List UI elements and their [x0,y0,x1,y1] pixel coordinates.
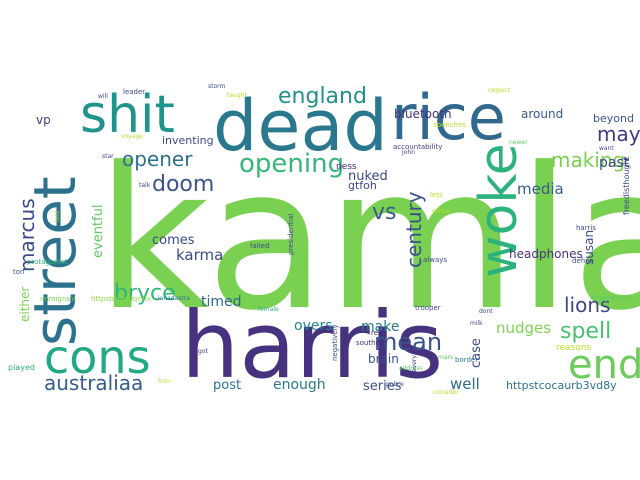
word-44: beyond [593,112,634,125]
word-11: doom [152,172,214,197]
word-55: rey [371,329,382,337]
word-43: bluetooth [394,107,452,121]
word-53: border [455,356,478,364]
word-18: mean [374,328,442,356]
word-12: opener [122,147,193,171]
word-56: trooper [415,304,441,312]
word-28: post [213,378,241,393]
word-58: played [8,363,35,372]
word-14: marcus [15,198,39,272]
word-52: reasons [556,343,591,353]
word-30: series [363,379,402,394]
word-71: john [401,149,415,156]
word-45: vp [36,113,51,127]
word-48: ness [336,162,357,172]
word-92: mars [438,354,453,361]
word-67: consider [433,389,459,396]
word-81: leader [123,88,145,96]
word-88: dont [479,308,493,315]
word-20: may [597,122,640,146]
word-38: susan [582,230,596,265]
word-32: media [517,180,564,198]
word-22: vs [372,200,396,225]
word-54: southern [356,339,387,347]
word-68: assignment [590,294,631,302]
word-74: crisis [432,207,450,215]
word-79: neglect [488,87,511,94]
word-41: either [18,287,32,322]
word-91: every [411,355,418,372]
word-51: immigrant [40,295,77,303]
word-65: ton [13,268,24,276]
word-0: kamla [96,126,640,354]
word-90: fcon [158,378,171,385]
word-40: eventful [91,205,106,258]
word-25: nuked [348,169,388,184]
word-2: dead [213,85,388,167]
word-83: star [102,153,114,160]
word-78: newer [509,139,528,146]
word-21: century [402,191,426,268]
word-94: voyage [121,133,143,140]
word-93: lord [54,210,61,222]
word-17: lions [564,293,610,317]
word-50: httpstcojkfdqriffx [91,295,151,303]
word-10: england [278,84,367,109]
word-49: httpstcocaurb3vd8y [506,379,617,392]
word-64: negatively [331,324,339,361]
word-85: will [98,93,108,100]
word-29: enough [273,377,326,393]
word-73: harris [576,224,596,232]
word-59: protagonist [27,258,67,266]
word-61: female [258,306,279,313]
word-69: accountability [393,143,442,151]
word-86: police [386,381,404,388]
word-60: ianadastra [158,295,190,302]
word-66: define [572,257,594,265]
word-8: end [568,342,640,388]
word-26: overs [294,318,333,334]
word-4: street [21,176,89,346]
word-36: nudges [496,319,551,337]
word-31: make [361,319,399,335]
word-15: australiaa [44,371,143,395]
word-76: always [423,256,447,264]
word-39: headphones [509,247,583,261]
word-1: harris [181,292,443,399]
word-35: brain [368,352,399,366]
word-16: spell [560,319,611,344]
word-87: got [198,348,208,355]
word-47: gtfoh [348,179,377,192]
word-24: comes [152,233,195,248]
word-57: address [399,365,423,372]
word-7: cons [44,330,151,384]
word-13: bryce [114,281,176,306]
word-46: inventing [162,134,214,147]
word-33: past [599,155,630,171]
word-89: milk [470,320,483,327]
word-82: taught [227,92,247,99]
word-3: rice [391,81,506,154]
word-23: karma [176,246,223,264]
word-19: making [551,148,625,172]
word-77: want [599,145,614,152]
word-62: failed [250,242,269,250]
word-9: opening [239,149,344,179]
word-70: speeches [433,121,466,129]
word-5: shit [80,85,175,145]
word-72: freedisthought [622,156,631,215]
word-63: presidential [287,214,295,255]
word-37: case [469,338,484,368]
word-75: lets [430,191,443,199]
word-34: well [450,375,480,393]
word-27: timed [201,294,242,310]
word-80: storm [208,83,226,90]
word-6: woke [469,143,529,278]
word-84: talk [139,182,151,189]
word-42: around [521,107,563,121]
